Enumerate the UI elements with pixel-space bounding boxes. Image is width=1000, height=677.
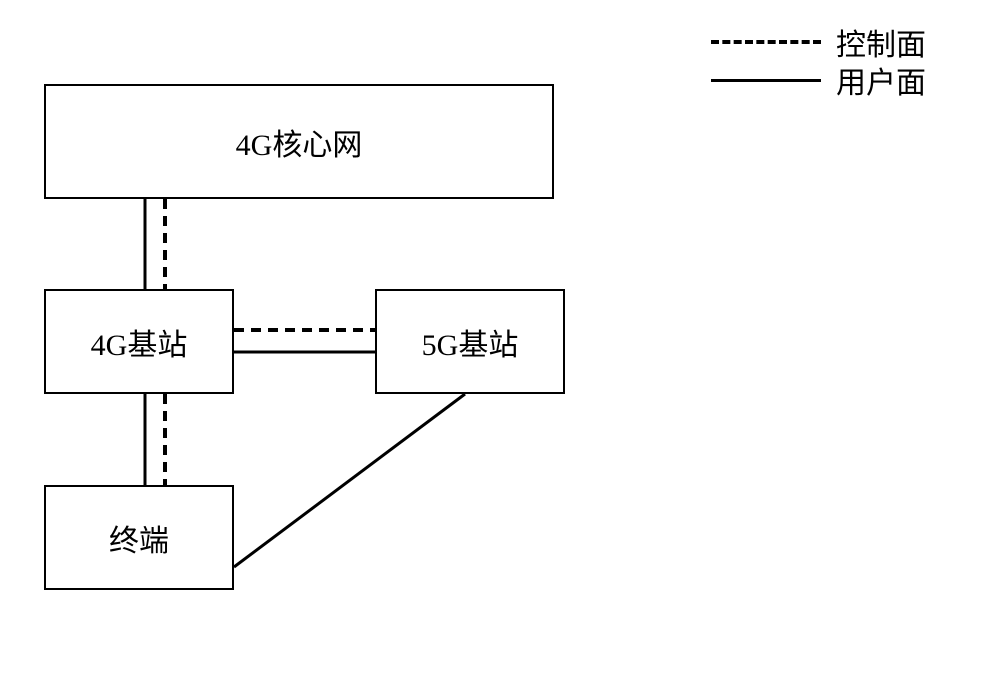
legend-label: 用户面 [836, 58, 926, 102]
diagram-canvas: 4G核心网 4G基站 5G基站 终端 控制面 用户面 [0, 0, 1000, 677]
legend-line-dashed [711, 40, 821, 44]
legend-user-plane: 用户面 [711, 58, 926, 102]
edge-user [234, 394, 465, 567]
legend-line-solid [711, 79, 821, 82]
